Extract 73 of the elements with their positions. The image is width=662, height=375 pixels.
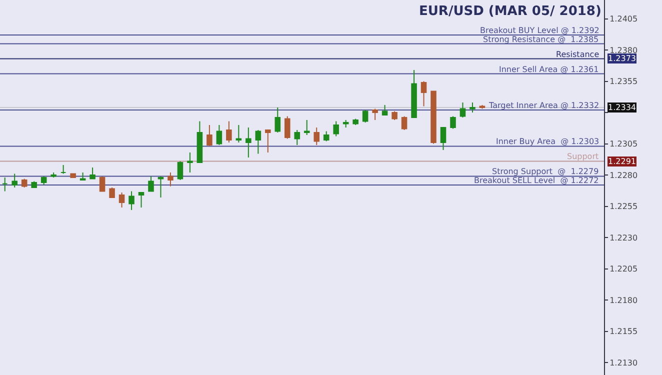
candlestick [352, 118, 358, 126]
candlestick [80, 172, 86, 180]
candlestick [226, 120, 232, 143]
candlestick [70, 173, 76, 178]
candlestick [420, 80, 427, 107]
text: 1.2291 [608, 157, 636, 166]
y-tick-label: 1.2180 [610, 296, 638, 305]
candlestick [216, 124, 222, 146]
ref-line-label: Target Inner Area @ 1.2332 [488, 101, 600, 110]
candlestick [246, 127, 252, 158]
candlestick [236, 124, 242, 143]
y-tick-label: 1.2380 [610, 46, 638, 55]
ref-line-label: Support [567, 152, 599, 161]
candlestick [411, 70, 417, 118]
candlestick [342, 120, 349, 128]
candlestick [158, 176, 164, 198]
candlestick [177, 160, 184, 180]
candlestick [382, 104, 388, 116]
y-tick-label: 1.2355 [610, 77, 638, 86]
candlestick [138, 192, 144, 208]
ref-line-label: Inner Buy Area @ 1.2303 [496, 137, 600, 146]
candlestick [21, 178, 28, 188]
candlestick [460, 102, 466, 118]
ref-line-label: Breakout SELL Level @ 1.2272 [474, 176, 599, 185]
candlestick [314, 127, 320, 146]
candlestick [118, 192, 125, 208]
candlestick [323, 130, 330, 142]
candlestick [168, 172, 174, 187]
candlestick [40, 176, 47, 186]
candlestick [12, 173, 18, 188]
candlestick [450, 116, 456, 130]
candlestick [304, 120, 310, 136]
candlestick [274, 107, 281, 133]
candlestick [440, 127, 446, 150]
candlestick [294, 130, 300, 146]
candlestick [401, 116, 408, 130]
text: 1.2334 [608, 103, 636, 112]
y-tick-label: 1.2205 [610, 264, 638, 274]
candlestick [255, 130, 262, 154]
y-tick-label: 1.2280 [610, 170, 638, 180]
y-tick-label: 1.2130 [610, 358, 638, 368]
candlestick [99, 176, 106, 192]
candlestick [392, 110, 398, 120]
candlestick [50, 172, 56, 178]
candlestick [148, 176, 154, 192]
candlestick [31, 180, 37, 188]
candlestick [284, 116, 290, 140]
candlestick [372, 108, 378, 120]
ref-line-label: Resistance [556, 50, 600, 59]
candlestick [196, 120, 203, 163]
candlestick [265, 130, 271, 153]
candlestick [109, 187, 115, 198]
candlestick [333, 120, 339, 137]
candlestick [470, 102, 476, 113]
y-tick-label: 1.2405 [610, 14, 638, 24]
candlestick [60, 164, 66, 174]
y-tick-label: 1.2230 [610, 233, 638, 242]
candlestick [362, 110, 368, 123]
y-tick-label: 1.2155 [610, 327, 638, 336]
ref-line-label: Strong Support @ 1.2279 [492, 167, 599, 176]
candlestick [90, 167, 96, 180]
candlestick [2, 177, 8, 192]
ref-line-label: Breakout BUY Level @ 1.2392 [480, 26, 600, 35]
ref-line-label: Inner Sell Area @ 1.2361 [499, 65, 599, 74]
candlestick [187, 152, 193, 173]
candlestick [430, 90, 436, 144]
candlestick [128, 190, 134, 210]
text: 1.2373 [608, 54, 636, 63]
chart-title: EUR/USD (MAR 05/ 2018) [419, 4, 602, 19]
y-tick-label: 1.2255 [610, 202, 638, 212]
y-tick-label: 1.2305 [610, 140, 638, 149]
candlestick [206, 124, 212, 147]
ref-line-label: Strong Resistance @ 1.2385 [483, 35, 599, 44]
